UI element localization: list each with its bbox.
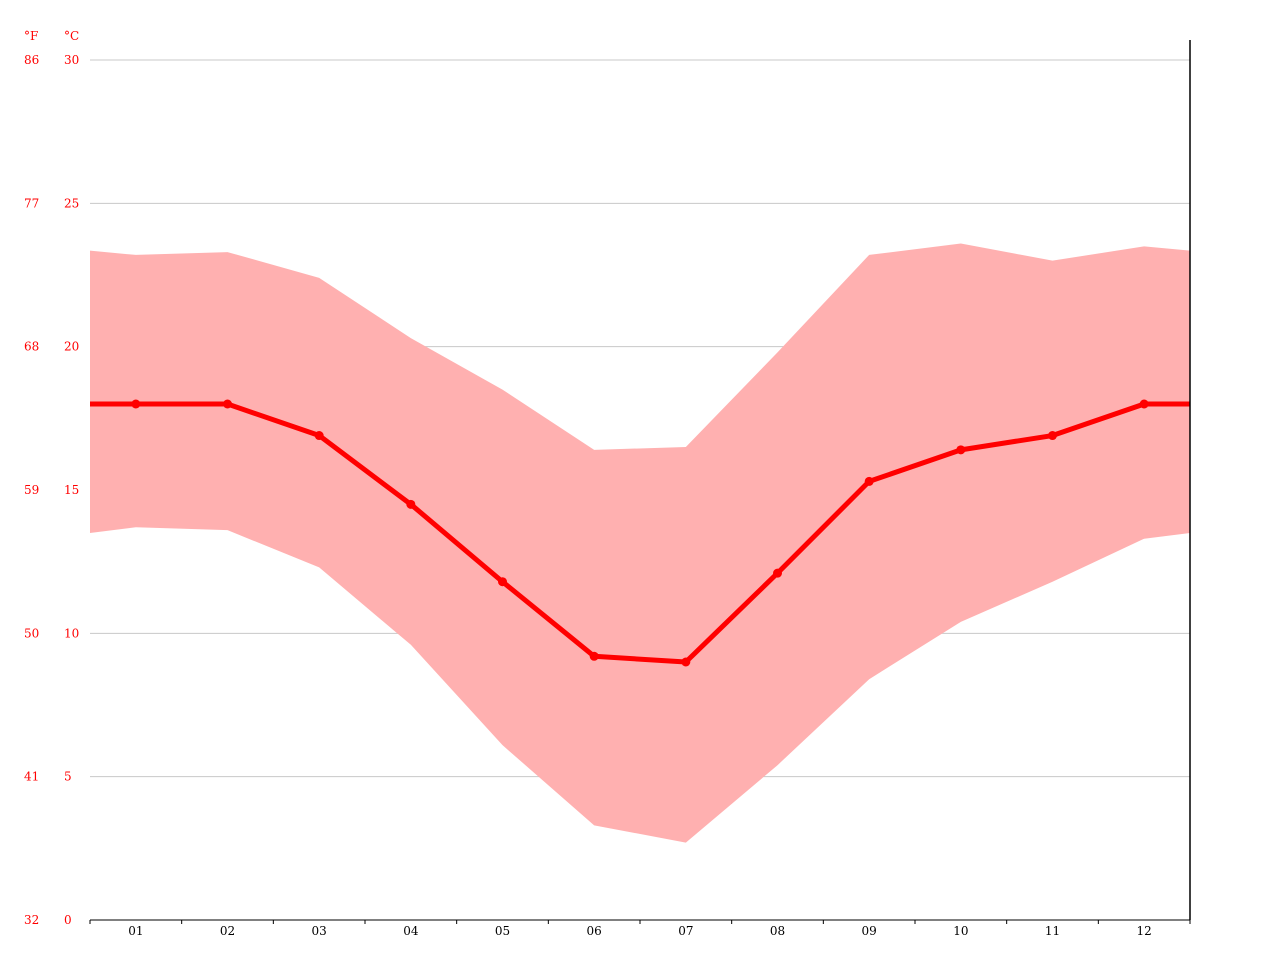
series-line — [90, 401, 1190, 665]
y-tick-label-celsius: 15 — [64, 483, 79, 497]
data-point — [681, 657, 691, 667]
data-point — [773, 568, 782, 578]
x-tick-label: 02 — [220, 924, 235, 938]
data-point — [864, 476, 874, 486]
x-tick-label: 11 — [1045, 924, 1060, 938]
data-point — [956, 445, 966, 455]
x-tick-label: 03 — [312, 924, 327, 938]
temperature-range-band — [90, 243, 1190, 843]
y-unit-fahrenheit: °F — [24, 29, 38, 43]
y-tick-label-celsius: 10 — [64, 626, 79, 640]
y-tick-label-fahrenheit: 50 — [24, 626, 39, 640]
data-point — [1048, 431, 1057, 441]
x-tick-label: 07 — [678, 924, 693, 938]
y-tick-label-fahrenheit: 68 — [24, 340, 39, 354]
y-tick-label-fahrenheit: 41 — [24, 770, 39, 784]
data-point — [314, 431, 324, 441]
x-axis-labels: 01 02 03 04 05 06 07 08 09 10 11 12 — [128, 924, 1152, 938]
data-point — [1139, 399, 1149, 409]
data-point — [223, 399, 232, 409]
x-tick-label: 01 — [128, 924, 143, 938]
x-tick-label: 04 — [403, 924, 419, 938]
y-tick-label-fahrenheit: 77 — [24, 196, 39, 210]
y-tick-label-celsius: 30 — [64, 53, 79, 67]
range-band-area — [90, 243, 1190, 843]
y-tick-label-fahrenheit: 86 — [24, 53, 39, 67]
y-tick-label-celsius: 20 — [64, 340, 79, 354]
data-point — [131, 399, 141, 409]
x-tick-label: 05 — [495, 924, 510, 938]
x-tick-label: 12 — [1137, 924, 1152, 938]
y-unit-celsius: °C — [64, 29, 79, 43]
series-line-group — [90, 399, 1190, 667]
data-point — [406, 499, 416, 509]
x-tick-label: 06 — [587, 924, 602, 938]
x-tick-label: 10 — [953, 924, 968, 938]
y-tick-label-celsius: 25 — [64, 196, 79, 210]
y-axis-labels: °F °C 0 32 5 41 10 50 15 59 20 68 25 77 30 86 — [24, 29, 79, 927]
x-tick-label: 08 — [770, 924, 785, 938]
axes — [89, 40, 1191, 924]
y-tick-label-celsius: 0 — [64, 913, 72, 927]
y-tick-label-fahrenheit: 32 — [24, 913, 39, 927]
data-point — [498, 577, 507, 587]
y-tick-label-celsius: 5 — [64, 770, 72, 784]
data-point — [589, 651, 599, 661]
y-tick-label-fahrenheit: 59 — [24, 483, 39, 497]
x-tick-label: 09 — [862, 924, 877, 938]
